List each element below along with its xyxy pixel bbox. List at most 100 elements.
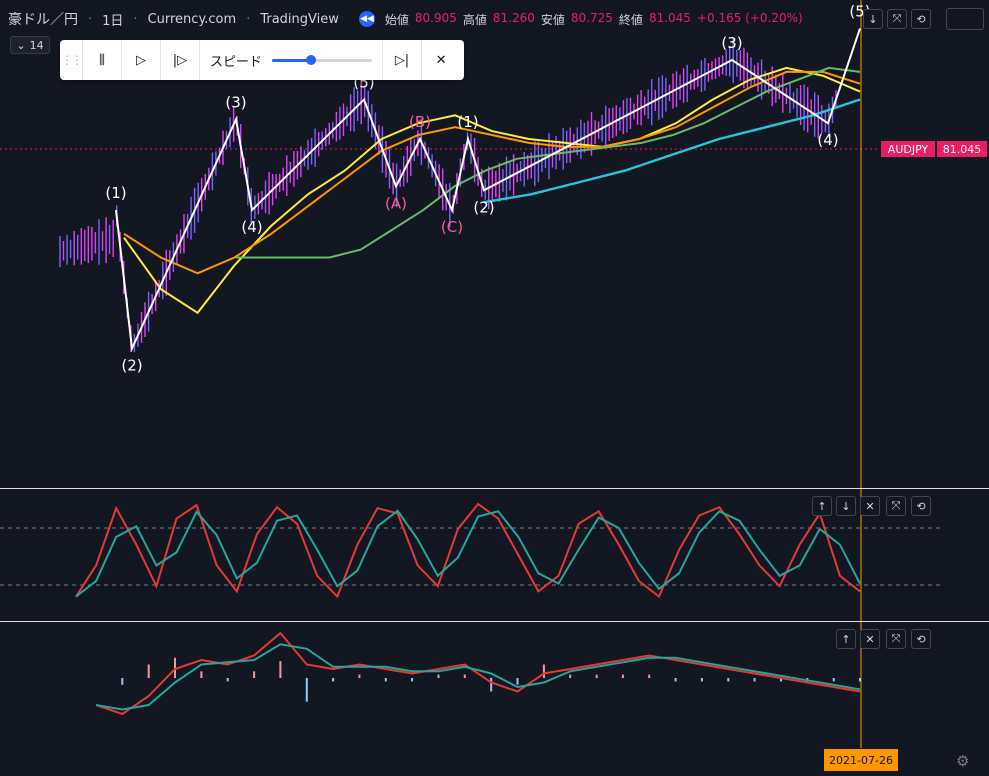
macd-line [95, 631, 861, 716]
chart-header: 豪ドル／円 · 1日 · Currency.com · TradingView … [8, 8, 803, 30]
pane-separator-1[interactable] [0, 488, 989, 489]
macd-hist-bar [569, 674, 572, 678]
speed-slider-knob[interactable] [306, 54, 317, 65]
price-scale-box[interactable] [946, 8, 984, 30]
close-pane-button[interactable]: ✕ [860, 496, 880, 516]
source-label: Currency.com [147, 11, 237, 27]
macd-hist-bar [332, 678, 335, 682]
move-pane-up-button[interactable]: ↑ [812, 496, 832, 516]
wave-lines [115, 28, 861, 353]
step-forward-icon: |▷ [172, 52, 188, 68]
wave-label: (A) [385, 194, 407, 212]
close-key: 終値 [618, 12, 643, 27]
move-pane-down-button[interactable]: ↓ [836, 496, 856, 516]
separator-dot: · [246, 11, 251, 27]
wave-zigzag-line [115, 28, 861, 353]
interval-label[interactable]: 1日 [102, 13, 124, 29]
macd-pane [95, 631, 861, 716]
macd-signal-line [95, 643, 861, 711]
ma-ribbon [123, 66, 861, 315]
wave-label: (B) [409, 113, 431, 131]
candlestick-icon: ⫼ [99, 52, 105, 68]
close-replay-button[interactable]: ✕ [422, 40, 460, 80]
wave-label: (3) [225, 93, 246, 111]
close-icon: ✕ [435, 52, 447, 68]
stoch-k-line [75, 502, 861, 599]
replay-rewind-icon[interactable]: ◀◀ [358, 11, 375, 27]
wave-label: (2) [121, 356, 142, 374]
macd-hist-bar [859, 678, 861, 682]
stochastic-pane [75, 502, 861, 599]
macd-hist-bar [780, 678, 782, 682]
restore-pane-button[interactable]: ⟲ [911, 496, 931, 516]
high-key: 高値 [462, 12, 487, 27]
wave-label: (1) [105, 184, 126, 202]
macd-hist-bar [384, 678, 387, 682]
high-value: 81.260 [492, 10, 535, 25]
wave-label: (3) [721, 34, 742, 52]
macd-hist-bar [147, 664, 150, 678]
replay-toolbar: ⋮⋮ ⫼ ▷ |▷ スピード ▷| ✕ [60, 40, 464, 80]
macd-hist-bar [727, 678, 730, 682]
select-bar-button[interactable]: ⫼ [82, 40, 122, 80]
macd-hist-bar [490, 678, 493, 692]
chevron-down-icon: ⌄ [16, 38, 26, 52]
macd-hist-bar [305, 678, 308, 702]
legend-toggle-button[interactable]: ⌄ 14 [10, 36, 50, 54]
separator-dot: · [133, 11, 138, 27]
macd-hist-bar [358, 674, 361, 678]
macd-hist-bar [226, 678, 229, 682]
macd-hist-bar [674, 678, 677, 682]
restore-pane-button[interactable]: ⟲ [911, 629, 931, 649]
wave-label: (4) [241, 218, 262, 236]
step-forward-button[interactable]: |▷ [161, 40, 200, 80]
stoch-d-line [75, 509, 861, 598]
play-button[interactable]: ▷ [122, 40, 161, 80]
speed-slider-fill [272, 58, 311, 62]
close-value: 81.045 [648, 10, 691, 25]
platform-label: TradingView [260, 11, 339, 27]
macd-hist-bar [542, 664, 545, 678]
macd-hist-bar [253, 671, 256, 678]
macd-hist-bar [516, 678, 519, 685]
symbol-name[interactable]: 豪ドル／円 [8, 12, 78, 28]
jump-to-realtime-button[interactable]: ▷| [383, 40, 423, 80]
low-key: 安値 [540, 12, 565, 27]
macd-hist-bar [121, 678, 124, 685]
restore-pane-button[interactable]: ⟲ [911, 9, 931, 29]
speed-label: スピード [210, 54, 263, 70]
macd-hist-bar [595, 674, 598, 678]
play-icon: ▷ [136, 52, 146, 68]
wave-label: (4) [817, 131, 838, 149]
maximize-pane-button[interactable]: ⤧ [886, 629, 906, 649]
macd-hist-bar [437, 674, 440, 678]
macd-hist-bar [648, 674, 651, 678]
maximize-pane-button[interactable]: ⤧ [887, 9, 907, 29]
cursor-date-tag: 2021-07-26 [824, 749, 898, 771]
macd-hist-bar [463, 674, 466, 678]
drag-handle-icon[interactable]: ⋮⋮ [61, 53, 83, 67]
move-pane-up-button[interactable]: ↑ [836, 629, 856, 649]
ma-line [236, 66, 861, 259]
macd-hist-bar [200, 671, 203, 678]
symbol-price-tag: AUDJPY [881, 141, 935, 157]
macd-hist-bar [700, 678, 703, 682]
last-price-tag: 81.045 [937, 141, 987, 157]
speed-control: スピード [200, 40, 384, 80]
ma-line [123, 66, 861, 315]
separator-dot: · [88, 11, 93, 27]
pane-separator-2[interactable] [0, 621, 989, 622]
macd-hist-bar [411, 678, 414, 682]
wave-label: (1) [457, 113, 478, 131]
maximize-pane-button[interactable]: ⤧ [886, 496, 906, 516]
macd-hist-bar [753, 678, 756, 682]
move-pane-down-button[interactable]: ↓ [863, 9, 883, 29]
close-pane-button[interactable]: ✕ [860, 629, 880, 649]
open-key: 始値 [384, 12, 409, 27]
jump-end-icon: ▷| [394, 52, 410, 68]
speed-slider[interactable] [272, 54, 373, 65]
gear-icon[interactable]: ⚙ [956, 752, 970, 770]
ma-line [123, 70, 861, 275]
